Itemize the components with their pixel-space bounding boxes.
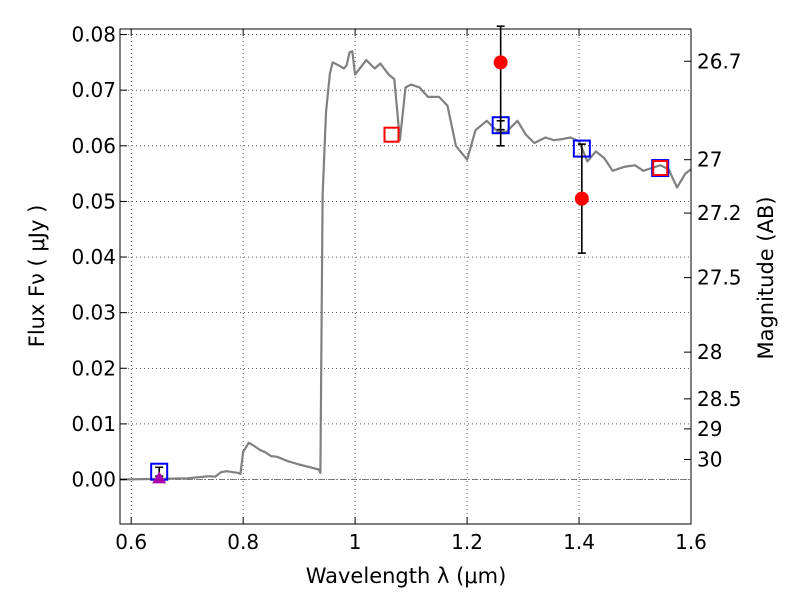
x-tick-label: 1.4	[563, 530, 595, 554]
right-tick-label: 26.7	[697, 49, 742, 73]
x-tick-label: 1	[349, 530, 362, 554]
x-tick-label: 0.8	[227, 530, 259, 554]
y-tick-label: 0.01	[71, 412, 116, 436]
sed-model-line	[119, 50, 692, 481]
y-axis-right-label: Magnitude (AB)	[754, 196, 778, 359]
y-tick-label: 0.00	[71, 468, 116, 492]
x-axis-label: Wavelength λ (μm)	[306, 564, 507, 588]
photometry-square-marker	[383, 126, 400, 143]
y-tick-label: 0.08	[71, 23, 116, 47]
x-axis: 0.6 0.8 1 1.2 1.4 1.6	[115, 29, 707, 554]
photometry-square-marker	[652, 160, 669, 177]
y-axis-right: 26.7 27 27.2 27.5 28 28.5 29 30	[684, 49, 742, 471]
right-tick-label: 27	[697, 148, 722, 172]
right-tick-label: 28	[697, 340, 722, 364]
x-tick-label: 1.2	[451, 530, 483, 554]
y-tick-label: 0.02	[71, 356, 116, 380]
flux-circle-marker	[493, 55, 508, 70]
grid-lines	[120, 29, 692, 524]
series-layer	[119, 25, 692, 484]
x-tick-label: 0.6	[115, 530, 147, 554]
right-tick-label: 29	[697, 417, 722, 441]
right-tick-label: 27.2	[697, 201, 742, 225]
y-tick-label: 0.05	[71, 189, 116, 213]
upper-limit-triangle-marker	[152, 471, 167, 484]
y-tick-label: 0.07	[71, 78, 116, 102]
right-tick-label: 30	[697, 447, 722, 471]
plot-frame	[119, 28, 692, 525]
flux-circle-marker	[574, 191, 589, 206]
y-axis-left: 0.00 0.01 0.02 0.03 0.04 0.05 0.06 0.07 0.08	[71, 23, 127, 492]
right-tick-label: 28.5	[697, 387, 742, 411]
y-axis-left-label: Flux Fν ( μJy )	[25, 205, 49, 348]
y-tick-label: 0.03	[71, 301, 116, 325]
y-tick-label: 0.04	[71, 245, 116, 269]
y-tick-label: 0.06	[71, 134, 116, 158]
x-tick-label: 1.6	[675, 530, 707, 554]
right-tick-label: 27.5	[697, 266, 742, 290]
